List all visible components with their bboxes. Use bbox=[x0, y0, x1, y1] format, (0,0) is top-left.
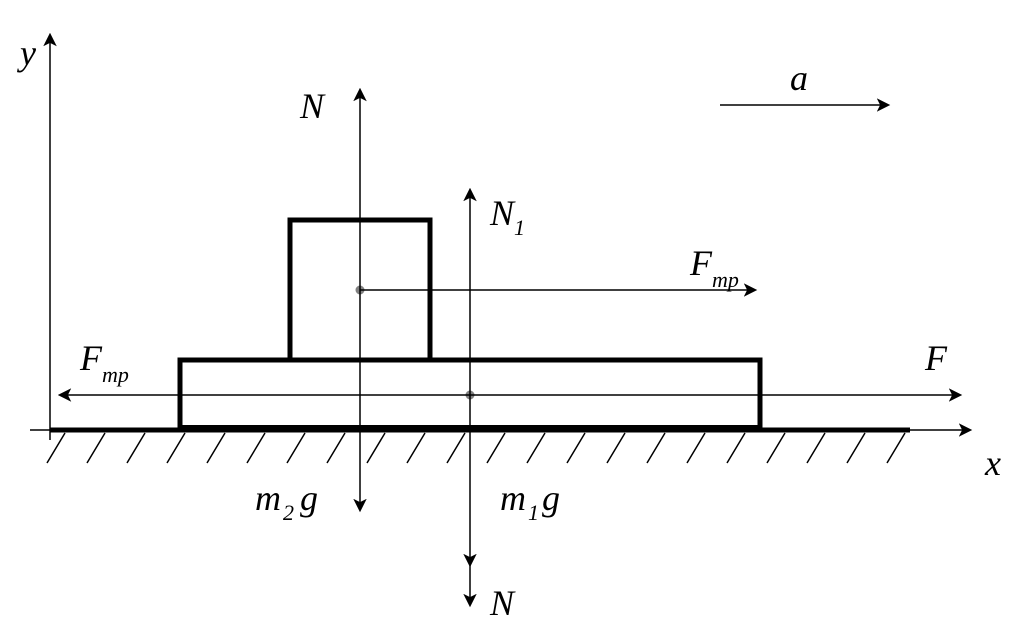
label-N1-sub: 1 bbox=[514, 215, 525, 240]
label-a: a bbox=[790, 58, 808, 98]
hatch-line bbox=[407, 433, 425, 463]
hatch-line bbox=[647, 433, 665, 463]
label-Ftr-lo-main: F bbox=[79, 338, 103, 378]
hatch-line bbox=[87, 433, 105, 463]
hatch-line bbox=[567, 433, 585, 463]
hatch-line bbox=[807, 433, 825, 463]
hatch-line bbox=[767, 433, 785, 463]
hatch-line bbox=[887, 433, 905, 463]
x-axis-label: x bbox=[984, 443, 1001, 483]
ground-hatching bbox=[47, 433, 905, 463]
label-m2g-g: g bbox=[300, 478, 318, 518]
label-m2g-2: 2 bbox=[283, 500, 294, 525]
label-N-below: N bbox=[489, 583, 516, 623]
hatch-line bbox=[727, 433, 745, 463]
label-Ftr-up-main: F bbox=[689, 243, 713, 283]
hatch-line bbox=[247, 433, 265, 463]
hatch-line bbox=[447, 433, 465, 463]
physics-free-body-diagram: xyaFNNN1m1gm2gFmpFmp bbox=[0, 0, 1024, 639]
label-m1g-m: m bbox=[500, 478, 526, 518]
label-m2g-m: m bbox=[255, 478, 281, 518]
hatch-line bbox=[127, 433, 145, 463]
hatch-line bbox=[327, 433, 345, 463]
label-Ftr-up-sub: mp bbox=[712, 267, 739, 292]
label-m1g-g: g bbox=[542, 478, 560, 518]
hatch-line bbox=[287, 433, 305, 463]
hatch-line bbox=[167, 433, 185, 463]
hatch-line bbox=[847, 433, 865, 463]
label-F: F bbox=[924, 338, 948, 378]
hatch-line bbox=[487, 433, 505, 463]
hatch-line bbox=[207, 433, 225, 463]
hatch-line bbox=[527, 433, 545, 463]
labels: xyaFNNN1m1gm2gFmpFmp bbox=[17, 33, 1001, 623]
label-m1g-1: 1 bbox=[528, 500, 539, 525]
y-axis-label: y bbox=[17, 33, 36, 73]
force-vectors bbox=[60, 90, 960, 605]
hatch-line bbox=[607, 433, 625, 463]
label-N: N bbox=[299, 86, 326, 126]
label-Ftr-lo-sub: mp bbox=[102, 362, 129, 387]
label-N1-main: N bbox=[489, 193, 516, 233]
hatch-line bbox=[367, 433, 385, 463]
hatch-line bbox=[687, 433, 705, 463]
